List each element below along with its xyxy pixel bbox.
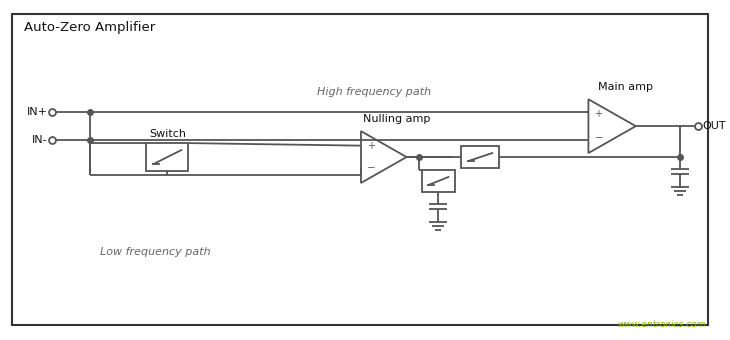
Text: IN+: IN+ — [27, 107, 48, 117]
Text: IN-: IN- — [32, 135, 48, 145]
Bar — [147, 143, 188, 171]
Text: Nulling amp: Nulling amp — [363, 114, 431, 124]
Bar — [461, 146, 499, 168]
Text: −: − — [367, 164, 376, 173]
Text: −: − — [594, 133, 603, 143]
Bar — [421, 170, 456, 192]
Text: +: + — [594, 109, 602, 119]
Text: www.entronics.com: www.entronics.com — [617, 320, 705, 329]
Text: OUT: OUT — [702, 121, 726, 131]
Text: Low frequency path: Low frequency path — [100, 247, 210, 257]
Text: High frequency path: High frequency path — [317, 87, 431, 97]
Text: Switch: Switch — [149, 129, 186, 139]
Text: Auto-Zero Amplifier: Auto-Zero Amplifier — [24, 20, 155, 34]
Text: Main amp: Main amp — [599, 82, 653, 92]
Text: +: + — [367, 141, 375, 151]
